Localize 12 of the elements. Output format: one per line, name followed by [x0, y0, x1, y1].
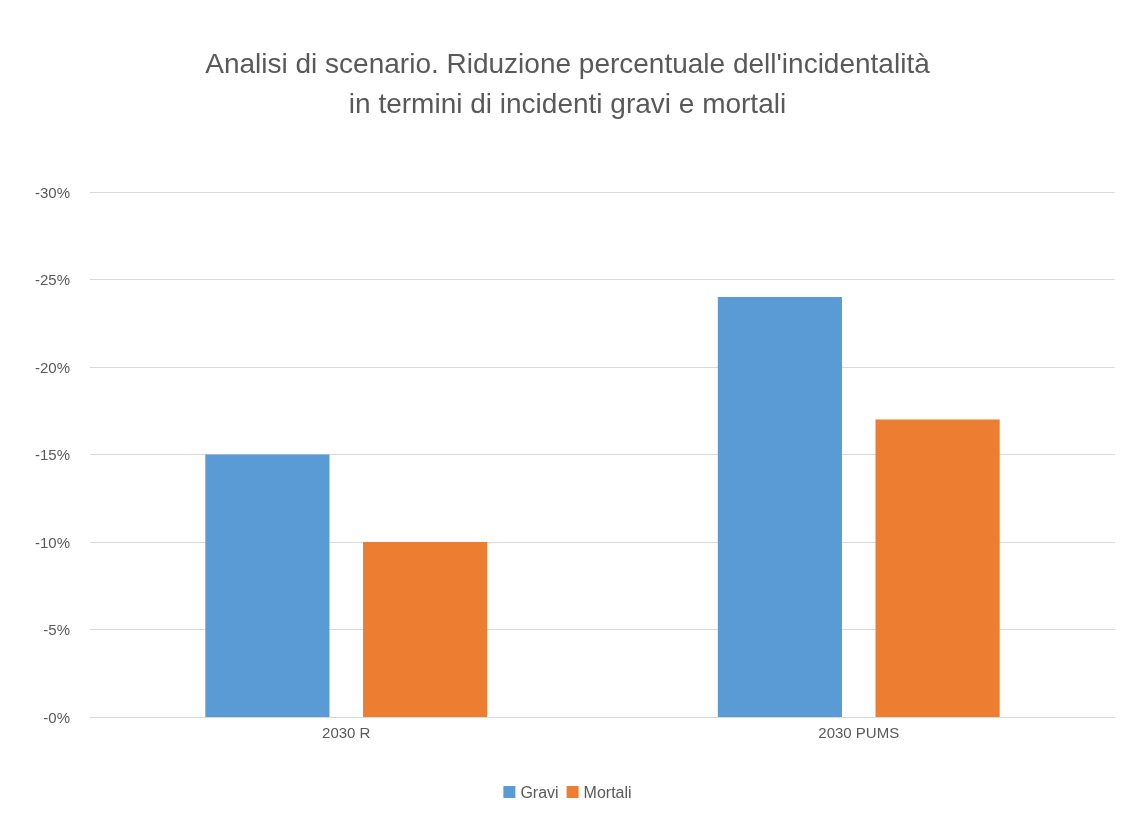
x-tick-label: 2030 PUMS: [818, 724, 900, 741]
legend-label: Mortali: [583, 783, 632, 801]
chart-title: Analisi di scenario. Riduzione percentuale dell'incidentalità in termini di incidenti gravi e mortali: [205, 47, 931, 119]
y-tick-label: -30%: [34, 183, 70, 201]
y-tick-label: -0%: [43, 708, 70, 726]
legend-label: Gravi: [520, 783, 559, 801]
y-tick-label: -20%: [34, 358, 70, 376]
y-tick-label: -5%: [43, 621, 70, 638]
y-tick-label: -10%: [34, 533, 70, 551]
x-tick-label: 2030 R: [322, 724, 371, 741]
y-tick-label: -15%: [34, 446, 70, 463]
y-tick-label: -25%: [34, 271, 70, 288]
